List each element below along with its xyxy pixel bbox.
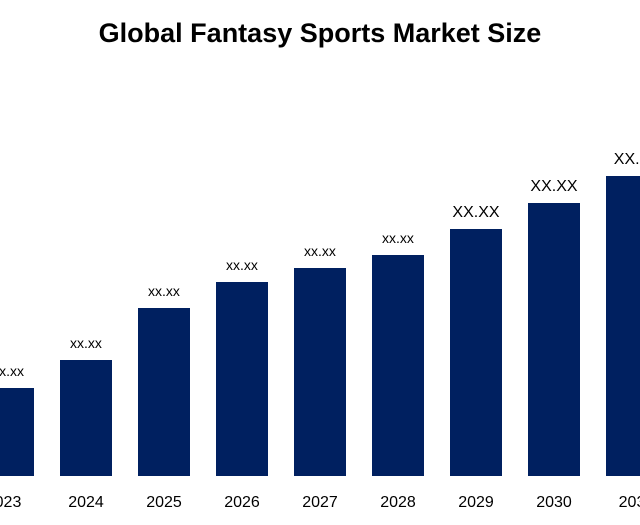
data-label-2027: xx.xx — [304, 243, 336, 259]
data-label-2028: xx.xx — [382, 230, 414, 246]
bar-2028 — [372, 255, 424, 476]
x-tick-label-2024: 2024 — [68, 494, 104, 511]
data-label-2030: XX.XX — [530, 178, 577, 195]
data-labels-group: xx.xxxx.xxxx.xxxx.xxxx.xxxx.xxXX.XXXX.XX… — [0, 151, 640, 379]
data-label-2026: xx.xx — [226, 257, 258, 273]
x-axis-ticks: 023 2024 2025 2026 2027 2028 2029 2030 203 — [0, 494, 640, 511]
data-label-2031: XX.X — [614, 151, 640, 168]
data-label-2029: XX.XX — [452, 204, 499, 221]
x-tick-label-2031: 203 — [619, 494, 640, 511]
bar-2027 — [294, 268, 346, 476]
data-label-2023: xx.xx — [0, 363, 24, 379]
bar-2029 — [450, 229, 502, 476]
data-label-2025: xx.xx — [148, 283, 180, 299]
x-tick-label-2029: 2029 — [458, 494, 494, 511]
x-tick-label-2028: 2028 — [380, 494, 416, 511]
bars-group — [0, 176, 640, 476]
bar-2030 — [528, 203, 580, 476]
bar-2026 — [216, 282, 268, 476]
bar-2025 — [138, 308, 190, 476]
bar-2024 — [60, 360, 112, 476]
chart-title: Global Fantasy Sports Market Size — [98, 18, 542, 48]
bar-2031 — [606, 176, 640, 476]
data-label-2024: xx.xx — [70, 335, 102, 351]
x-tick-label-2027: 2027 — [302, 494, 338, 511]
bar-2023 — [0, 388, 34, 476]
x-tick-label-2026: 2026 — [224, 494, 260, 511]
x-tick-label-2030: 2030 — [536, 494, 572, 511]
x-tick-label-2025: 2025 — [146, 494, 182, 511]
x-tick-label-2023: 023 — [0, 494, 21, 511]
